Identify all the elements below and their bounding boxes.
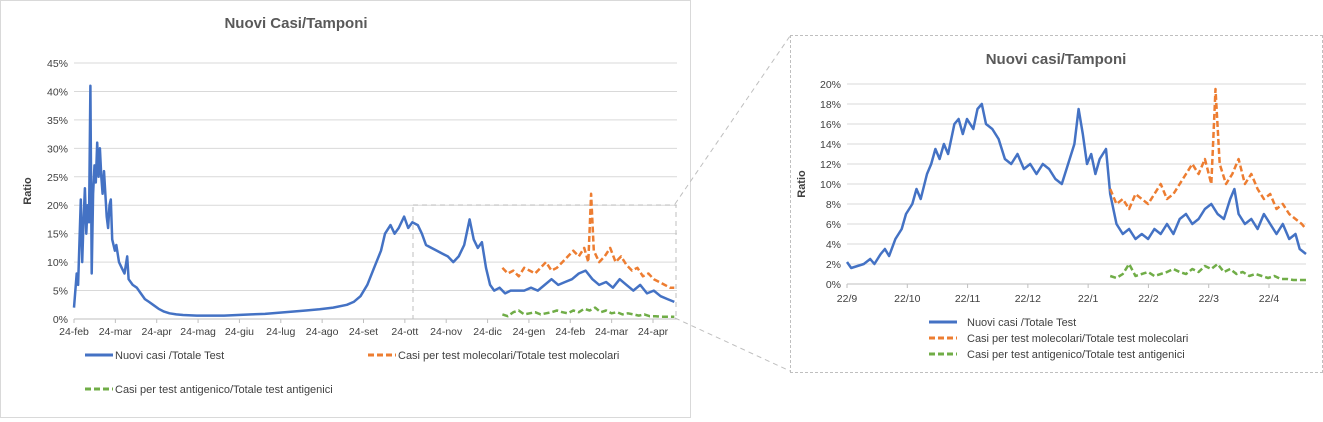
y-tick-label: 40% xyxy=(47,86,68,98)
x-tick-label: 24-lug xyxy=(266,326,295,338)
x-tick-label: 24-set xyxy=(349,326,378,338)
series-line-2 xyxy=(1109,87,1307,230)
zoom-connector-bottom xyxy=(674,317,791,372)
y-tick-label: 30% xyxy=(47,143,68,155)
chart-panel-zoomed: Nuovi casi/Tamponi 0% 2% 4% 6% 8% 10% 12% 14% 16%… xyxy=(790,35,1323,373)
y-tick-label: 4% xyxy=(826,239,841,251)
chart-title: Nuovi casi/Tamponi xyxy=(986,51,1127,68)
legend-label-1: Nuovi casi /Totale Test xyxy=(967,317,1076,329)
y-axis-label: Ratio xyxy=(796,170,808,198)
y-tick-label: 14% xyxy=(820,139,841,151)
zoom-connector-top xyxy=(674,35,791,205)
x-tick-label: 24-nov xyxy=(430,326,463,338)
x-tick-label: 24-dic xyxy=(473,326,502,338)
y-tick-label: 10% xyxy=(47,257,68,269)
series-line-1 xyxy=(845,102,1307,270)
chart-title: Nuovi Casi/Tamponi xyxy=(224,15,367,32)
x-tick-label: 24-mag xyxy=(180,326,216,338)
y-tick-label: 15% xyxy=(47,229,68,241)
x-tick-label: 24-ott xyxy=(391,326,418,338)
y-tick-label: 25% xyxy=(47,172,68,184)
y-tick-label: 0% xyxy=(53,314,68,326)
legend-label-2: Casi per test molecolari/Totale test mol… xyxy=(967,333,1188,345)
x-tick-label: 22/1 xyxy=(1078,293,1099,305)
y-tick-label: 20% xyxy=(820,79,841,91)
y-tick-label: 16% xyxy=(820,119,841,131)
chart-panel-full-period: Nuovi Casi/Tamponi 0% 5% 10% 15% 20% 25% 30% 35%… xyxy=(0,0,691,418)
x-tick-label: 24-feb xyxy=(555,326,585,338)
x-tick-label: 24-giu xyxy=(225,326,254,338)
x-tick-label: 22/10 xyxy=(894,293,920,305)
x-tick-label: 24-mar xyxy=(595,326,629,338)
x-tick-label: 22/11 xyxy=(955,293,981,305)
y-tick-label: 12% xyxy=(820,159,841,171)
legend-label-3: Casi per test antigenico/Totale test ant… xyxy=(115,384,333,396)
y-tick-label: 45% xyxy=(47,58,68,70)
y-tick-label: 35% xyxy=(47,115,68,127)
x-tick-label: 22/3 xyxy=(1198,293,1219,305)
series-line-2 xyxy=(501,192,675,289)
series-line-1 xyxy=(72,84,675,317)
x-tick-label: 24-apr xyxy=(142,326,173,338)
y-axis-label: Ratio xyxy=(22,177,34,205)
legend-label-2: Casi per test molecolari/Totale test mol… xyxy=(398,350,619,362)
y-tick-label: 20% xyxy=(47,200,68,212)
x-tick-label: 24-feb xyxy=(59,326,89,338)
x-tick-label: 22/12 xyxy=(1015,293,1041,305)
x-tick-label: 24-gen xyxy=(513,326,546,338)
chart-full-period: Nuovi Casi/Tamponi 0% 5% 10% 15% 20% 25% 30% 35%… xyxy=(22,15,677,396)
y-tick-label: 18% xyxy=(820,99,841,111)
legend-label-3: Casi per test antigenico/Totale test ant… xyxy=(967,349,1185,361)
series-line-3 xyxy=(502,306,675,318)
x-tick-label: 22/9 xyxy=(837,293,858,305)
y-tick-label: 2% xyxy=(826,259,841,271)
x-tick-label: 24-ago xyxy=(306,326,339,338)
y-tick-label: 6% xyxy=(826,219,841,231)
x-tick-label: 22/4 xyxy=(1259,293,1280,305)
x-tick-label: 24-apr xyxy=(638,326,669,338)
x-tick-label: 22/2 xyxy=(1138,293,1159,305)
zoom-region-box xyxy=(412,204,677,320)
y-tick-label: 8% xyxy=(826,199,841,211)
chart-zoomed: Nuovi casi/Tamponi 0% 2% 4% 6% 8% 10% 12% 14% 16%… xyxy=(796,51,1307,361)
x-tick-label: 24-mar xyxy=(99,326,133,338)
series-line-3 xyxy=(1109,262,1306,282)
y-tick-label: 0% xyxy=(826,279,841,291)
legend-label-1: Nuovi casi /Totale Test xyxy=(115,350,224,362)
y-tick-label: 10% xyxy=(820,179,841,191)
y-tick-label: 5% xyxy=(53,286,68,298)
